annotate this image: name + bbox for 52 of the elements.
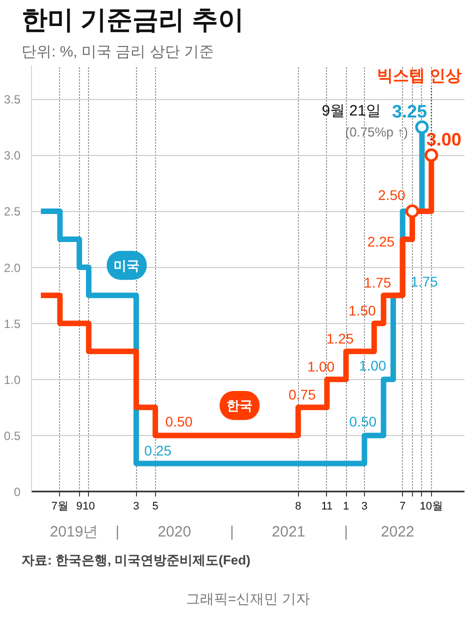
y-tick-label: 1.5 (4, 316, 21, 331)
y-tick-label: 1.0 (4, 372, 21, 387)
data-label: 1.25 (326, 330, 354, 346)
data-label: 2.25 (367, 233, 395, 250)
x2-tick-label: 2019년 (50, 524, 98, 540)
data-label: 0.50 (349, 413, 377, 430)
series-label: 한국 (226, 398, 253, 413)
chart-title: 한미 기준금리 추이 (22, 4, 244, 34)
x-tick-label: 7월 (51, 500, 69, 512)
series-label: 미국 (114, 258, 140, 273)
y-tick-label: 2.0 (4, 260, 21, 275)
data-label: 2.50 (378, 187, 406, 204)
data-label: 0.50 (165, 413, 193, 430)
x-tick-label: 10 (82, 500, 95, 512)
point (415, 120, 429, 134)
data-label: 1.75 (364, 274, 392, 290)
x-tick-label: 7 (400, 500, 406, 512)
data-label: 1.50 (348, 302, 376, 318)
data-label: 0.25 (144, 442, 172, 458)
x-tick-label: 3 (133, 500, 140, 512)
chart-subtitle: 단위: %, 미국 금리 상단 기준 (22, 44, 214, 60)
data-label: 1.00 (358, 357, 386, 374)
y-tick-label: 3.5 (4, 92, 21, 107)
y-tick-label: 0.5 (4, 428, 21, 443)
data-label: 1.00 (307, 358, 335, 374)
text: 그래픽=신재민 기자 (186, 590, 310, 606)
x-tick-label: 8 (295, 500, 302, 512)
annotation: (0.75%p ↑) (345, 124, 408, 140)
y-tick-label: 0 (14, 485, 21, 499)
x2-tick-label: 2020 (158, 524, 192, 540)
point (424, 148, 438, 162)
point (405, 204, 420, 218)
annotation: 9월 21일 (322, 102, 381, 120)
x-tick-label: 10월 (420, 500, 443, 512)
x2-tick-label: 2022 (380, 524, 414, 540)
data-label: 1.75 (410, 273, 438, 290)
x2-tick-label: 2021 (272, 524, 306, 540)
text: 자료: 한국은행, 미국연방준비제도(Fed) (22, 552, 250, 568)
data-label: 3.00 (426, 130, 462, 150)
x-tick-label: 9 (76, 500, 82, 512)
data-label: 0.75 (288, 386, 316, 402)
x2-tick-label: | (116, 524, 120, 540)
x2-tick-label: | (230, 524, 234, 540)
y-tick-label: 2.5 (4, 204, 21, 219)
data-label: 3.25 (392, 102, 427, 122)
x-tick-label: 11 (321, 500, 333, 512)
y-tick-label: 3.0 (4, 148, 21, 163)
x-tick-label: 5 (152, 500, 158, 512)
annotation: 빅스텝 인상 (376, 68, 462, 85)
x2-tick-label: | (344, 524, 348, 540)
x-tick-label: 1 (342, 500, 350, 512)
x-tick-label: 3 (361, 500, 368, 512)
